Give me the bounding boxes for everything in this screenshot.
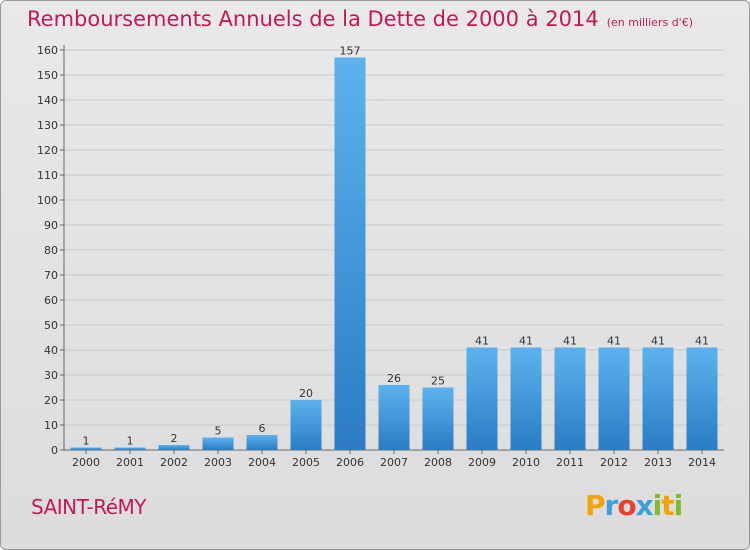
bar-value-label: 41 xyxy=(475,335,489,348)
logo-letter: t xyxy=(661,489,674,522)
logo-letter: r xyxy=(604,489,619,522)
bar xyxy=(378,385,410,450)
bar-value-label: 6 xyxy=(259,422,266,435)
y-tick-label: 80 xyxy=(44,244,58,257)
bar-value-label: 41 xyxy=(695,335,709,348)
y-tick-label: 110 xyxy=(37,169,58,182)
x-tick-label: 2011 xyxy=(556,456,584,469)
axes: 0102030405060708090100110120130140150160… xyxy=(37,44,724,469)
y-tick-label: 50 xyxy=(44,319,58,332)
x-tick-label: 2010 xyxy=(512,456,540,469)
bar-value-label: 20 xyxy=(299,387,313,400)
bars xyxy=(70,57,718,450)
y-tick-label: 120 xyxy=(37,144,58,157)
x-tick-label: 2004 xyxy=(248,456,276,469)
x-tick-label: 2003 xyxy=(204,456,232,469)
y-tick-label: 10 xyxy=(44,419,58,432)
bar xyxy=(686,347,718,450)
y-tick-label: 70 xyxy=(44,269,58,282)
y-tick-label: 90 xyxy=(44,219,58,232)
bar xyxy=(202,437,234,450)
y-tick-label: 140 xyxy=(37,94,58,107)
x-tick-label: 2009 xyxy=(468,456,496,469)
x-tick-label: 2000 xyxy=(72,456,100,469)
y-tick-label: 20 xyxy=(44,394,58,407)
x-tick-label: 2012 xyxy=(600,456,628,469)
x-tick-label: 2007 xyxy=(380,456,408,469)
y-tick-label: 0 xyxy=(51,444,58,457)
bar xyxy=(246,435,278,450)
chart-title: Remboursements Annuels de la Dette de 20… xyxy=(27,7,693,31)
bar xyxy=(554,347,586,450)
y-tick-label: 130 xyxy=(37,119,58,132)
bar-value-label: 41 xyxy=(651,335,665,348)
bar-value-label: 41 xyxy=(607,335,621,348)
x-tick-label: 2014 xyxy=(688,456,716,469)
bar-value-label: 25 xyxy=(431,375,445,388)
bar xyxy=(70,447,102,450)
logo-letter: x xyxy=(635,489,654,522)
bar xyxy=(334,57,366,450)
bar-value-label: 1 xyxy=(83,435,90,448)
logo-letter: i xyxy=(652,489,663,522)
bar xyxy=(466,347,498,450)
bar xyxy=(598,347,630,450)
bar xyxy=(422,387,454,450)
y-tick-label: 60 xyxy=(44,294,58,307)
x-tick-label: 2001 xyxy=(116,456,144,469)
x-tick-label: 2008 xyxy=(424,456,452,469)
bar xyxy=(290,400,322,450)
bar xyxy=(510,347,542,450)
bar-value-label: 41 xyxy=(519,335,533,348)
commune-name: SAINT-RéMY xyxy=(31,495,146,519)
y-tick-label: 30 xyxy=(44,369,58,382)
y-tick-label: 40 xyxy=(44,344,58,357)
y-tick-label: 100 xyxy=(37,194,58,207)
bar-value-label: 41 xyxy=(563,335,577,348)
logo-letter: o xyxy=(617,489,636,522)
y-tick-label: 150 xyxy=(37,69,58,82)
chart-title-text: Remboursements Annuels de la Dette de 20… xyxy=(27,7,599,31)
bar-value-label: 157 xyxy=(340,45,361,58)
x-tick-label: 2013 xyxy=(644,456,672,469)
bar-value-label: 1 xyxy=(127,435,134,448)
chart-unit: (en milliers d'€) xyxy=(606,16,693,29)
logo-letter: i xyxy=(673,489,684,522)
bar xyxy=(158,445,190,450)
bar xyxy=(642,347,674,450)
y-tick-label: 160 xyxy=(37,44,58,57)
x-tick-label: 2002 xyxy=(160,456,188,469)
bar-value-label: 5 xyxy=(215,425,222,438)
bar xyxy=(114,447,146,450)
bar-value-label: 26 xyxy=(387,372,401,385)
x-tick-label: 2006 xyxy=(336,456,364,469)
bar-value-label: 2 xyxy=(171,432,178,445)
x-tick-label: 2005 xyxy=(292,456,320,469)
proxiti-logo: Proxiti xyxy=(585,489,684,522)
logo-letter: P xyxy=(585,489,606,522)
